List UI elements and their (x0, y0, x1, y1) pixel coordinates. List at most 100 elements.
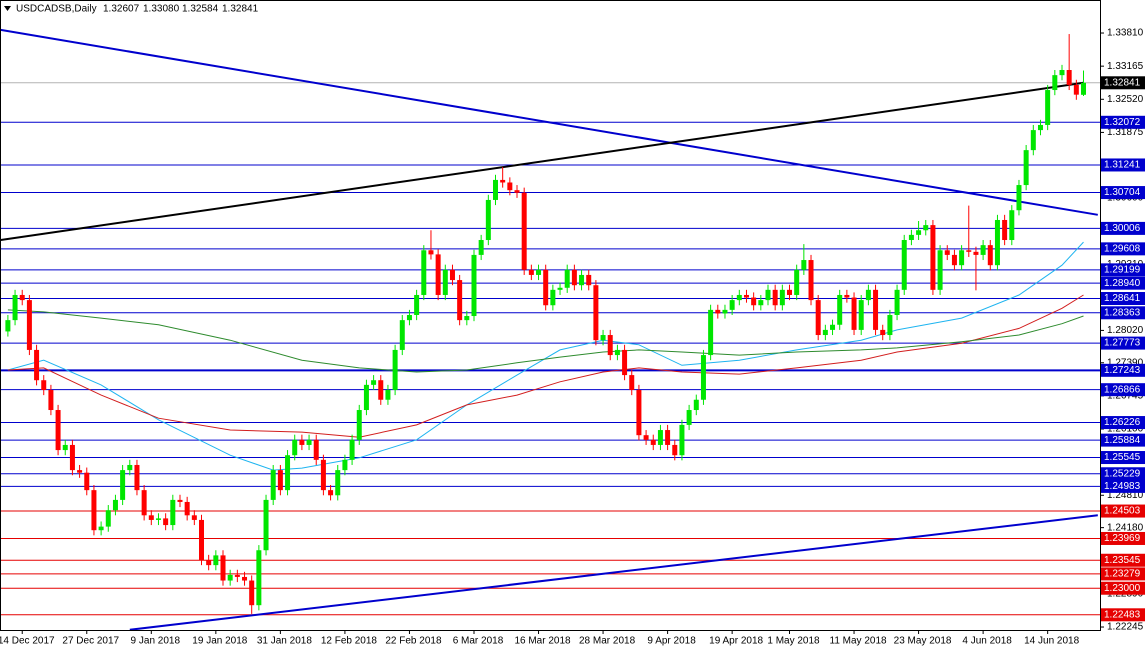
candle-body (48, 389, 54, 411)
candle-body (414, 294, 420, 315)
candle-body (564, 269, 570, 288)
bid-box (1101, 76, 1145, 90)
symbol: USDCADSB,Daily (16, 4, 97, 15)
trend-line (0, 81, 1084, 241)
candle-body (213, 555, 219, 566)
candle-body (557, 287, 563, 290)
candle-body (220, 555, 226, 581)
candle-body (794, 269, 800, 295)
candle-body (851, 297, 857, 330)
candle-body (686, 410, 692, 425)
x-tick-label: 14 Dec 2017 (0, 636, 55, 647)
level-label: 1.29199 (1104, 264, 1141, 275)
trend-line (0, 28, 1098, 216)
level-label: 1.24983 (1104, 481, 1141, 492)
x-tick-label: 23 May 2018 (894, 636, 952, 647)
candle-body (478, 240, 484, 255)
level-box (1101, 158, 1145, 172)
level-box (1101, 451, 1145, 465)
candle-body (335, 470, 341, 496)
x-tick-label: 9 Jan 2018 (131, 636, 181, 647)
candle-body (435, 254, 441, 295)
level-label: 1.23000 (1104, 583, 1141, 594)
candle-body (715, 309, 721, 314)
candle-body (392, 349, 398, 390)
candle-body (242, 576, 248, 581)
candle-body (758, 300, 764, 306)
candle-body (292, 439, 298, 456)
level-label: 1.23279 (1104, 569, 1141, 580)
candle-body (887, 315, 893, 336)
level-box (1101, 433, 1145, 447)
candle-body (973, 251, 979, 255)
candle-body (177, 499, 183, 502)
level-label: 1.28363 (1104, 307, 1141, 318)
candle-body (1016, 185, 1022, 211)
x-tick-label: 31 Jan 2018 (257, 636, 312, 647)
candle-body (1009, 210, 1015, 241)
candle-body (657, 430, 663, 445)
candle-body (155, 518, 161, 520)
candle-body (550, 289, 556, 306)
candle-body (98, 526, 104, 531)
candle-body (385, 389, 391, 400)
candle-body (1066, 70, 1072, 85)
candle-body (191, 515, 197, 520)
candle-body (170, 499, 176, 526)
candle-body (787, 289, 793, 295)
candle-body (184, 501, 190, 516)
candle-body (901, 240, 907, 290)
candle-body (320, 459, 326, 491)
menu-arrow[interactable] (4, 6, 11, 11)
candle-body (844, 294, 850, 298)
candle-body (493, 179, 499, 200)
y-tick-label: 1.28020 (1107, 325, 1144, 336)
candle-body (873, 289, 879, 330)
candle-body (112, 499, 118, 511)
candle-body (751, 297, 757, 306)
candle-body (636, 389, 642, 436)
candle-body (858, 300, 864, 330)
candle-body (363, 384, 369, 411)
level-label: 1.26866 (1104, 384, 1141, 395)
candle-body (141, 490, 147, 516)
level-label: 1.25884 (1104, 435, 1141, 446)
candle-body (528, 269, 534, 275)
candle-body (77, 470, 83, 473)
candle-body (507, 182, 513, 191)
candle-body (442, 269, 448, 295)
candle-body (84, 472, 90, 491)
candle-body (586, 274, 592, 286)
plot-area (0, 28, 1100, 630)
candle-body (536, 269, 542, 275)
candle-body (371, 380, 377, 385)
candle-body (26, 300, 32, 350)
candle-body (772, 289, 778, 306)
y-tick-label: 1.24180 (1107, 522, 1144, 533)
candle-body (34, 349, 40, 381)
level-box (1101, 263, 1145, 277)
candle-body (428, 250, 434, 255)
candle-body (830, 324, 836, 330)
y-tick-label: 1.22245 (1107, 622, 1144, 633)
candle-body (206, 559, 212, 566)
candle-body (1045, 90, 1051, 125)
level-box (1101, 336, 1145, 350)
candle-body (894, 289, 900, 315)
candle-body (514, 190, 520, 193)
level-label: 1.31241 (1104, 160, 1141, 171)
candle-body (679, 424, 685, 456)
level-label: 1.29608 (1104, 243, 1141, 254)
axes: 1.338101.331651.325201.318751.306001.293… (0, 28, 1145, 647)
candle-body (930, 225, 936, 290)
candle-body (579, 274, 585, 286)
x-tick-label: 9 Apr 2018 (647, 636, 696, 647)
candle-body (105, 510, 111, 527)
level-box (1101, 186, 1145, 200)
level-box (1101, 479, 1145, 493)
candle-body (822, 329, 828, 336)
candle-body (571, 269, 577, 286)
candle-body (19, 294, 25, 301)
level-box (1101, 553, 1145, 567)
